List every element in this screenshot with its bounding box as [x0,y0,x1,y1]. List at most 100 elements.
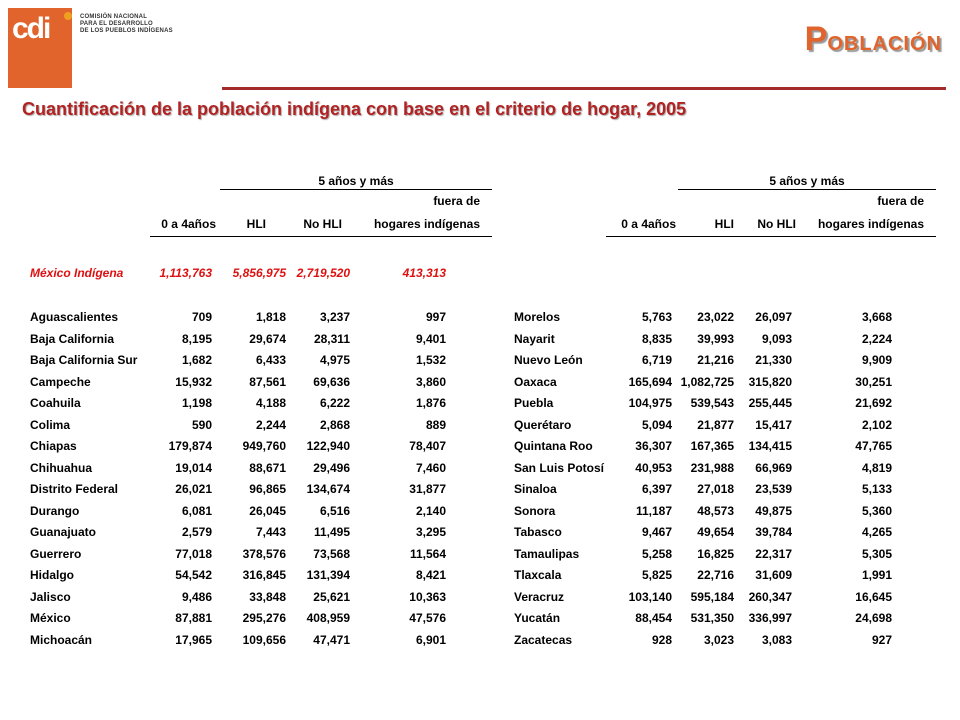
table-row: Guanajuato 2,579 7,443 11,495 3,295 [30,523,492,544]
row-name: México Indígena [30,266,124,280]
cell-col2: 531,350 [690,611,734,625]
cell-col4: 5,305 [861,546,892,561]
col4-header-line2: hogares indígenas [817,217,924,231]
logo-dot-icon [64,12,72,20]
cell-col3: 260,347 [748,589,792,604]
cell-col4: 24,698 [855,611,892,625]
cell-col1: 165,694 [628,374,672,389]
cell-col1: 6,719 [641,353,672,367]
col1-header: 0 a 4años [161,217,216,231]
row-name: Tamaulipas [514,546,580,561]
cell-col1: 5,825 [641,568,672,582]
row-name: Chihuahua [30,460,92,475]
cell-col2: 27,018 [697,482,734,496]
col4-header-line1: fuera de [433,194,480,208]
cell-col3: 408,959 [306,611,350,625]
cell-col4: 2,102 [861,417,892,432]
cdi-logo: cdi [8,8,72,88]
row-name: Yucatán [514,611,561,625]
group-header: 5 años y más [318,174,394,188]
row-name: Puebla [514,396,554,410]
cell-col2: 88,671 [249,460,286,475]
cell-col4: 413,313 [402,266,446,280]
cell-col4: 927 [871,632,892,647]
logo-text: cdi [12,12,51,45]
cell-col1: 1,198 [181,396,212,410]
cell-col4: 8,421 [415,568,446,582]
col2-header: HLI [246,217,266,231]
row-name: Nayarit [514,331,555,346]
row-name: Aguascalientes [30,310,119,324]
cell-col1: 9,486 [181,589,212,604]
header-divider [222,87,946,90]
table-row: Coahuila 1,198 4,188 6,222 1,876 [30,394,492,415]
org-line-1: COMISIÓN NACIONAL [80,14,148,20]
header-divider-bottom [150,236,492,237]
cell-col1: 17,965 [175,632,212,647]
cell-col3: 4,975 [319,353,350,367]
table-row: Aguascalientes 709 1,818 3,237 997 [30,308,492,329]
cell-col3: 15,417 [755,417,792,432]
col3-header: No HLI [757,217,796,231]
row-name: Jalisco [30,589,71,604]
cell-col2: 48,573 [697,503,734,518]
row-name: Guerrero [30,546,82,561]
table-row: Jalisco 9,486 33,848 25,621 10,363 [30,588,492,609]
table-row: Puebla 104,975 539,543 255,445 21,692 [514,394,936,415]
row-name: Guanajuato [30,525,97,539]
page-title: Cuantificación de la población indígena … [22,99,687,119]
cell-col4: 21,692 [855,396,892,410]
cell-col3: 122,940 [306,439,350,453]
cell-col2: 539,543 [690,396,734,410]
cell-col3: 29,496 [313,460,350,475]
cell-col1: 36,307 [635,439,672,453]
row-name: Baja California [30,331,115,346]
table-row: Morelos 5,763 23,022 26,097 3,668 [514,308,936,329]
cell-col1: 5,763 [641,310,672,324]
cell-col1: 1,682 [181,353,212,367]
cell-col2: 316,845 [242,568,286,582]
cell-col2: 595,184 [690,589,734,604]
row-name: Campeche [30,374,91,389]
cell-col3: 39,784 [755,525,792,539]
cell-col1: 709 [191,310,212,324]
table-row: Colima 590 2,244 2,868 889 [30,416,492,437]
cell-col2: 6,433 [255,353,286,367]
cell-col1: 77,018 [175,546,212,561]
table-row: Nayarit 8,835 39,993 9,093 2,224 [514,330,936,351]
cell-col1: 104,975 [628,396,672,410]
cell-col3: 11,495 [313,525,350,539]
table-row: Campeche 15,932 87,561 69,636 3,860 [30,373,492,394]
left-table-header: 5 años y más fuera de 0 a 4años HLI No H… [30,170,492,240]
cell-col3: 25,621 [313,589,350,604]
cell-col1: 19,014 [175,460,212,475]
cell-col1: 928 [651,632,672,647]
national-row: México Indígena 1,113,763 5,856,975 2,71… [30,264,492,285]
cell-col1: 11,187 [635,503,672,518]
table-row: Tamaulipas 5,258 16,825 22,317 5,305 [514,545,936,566]
org-line-3: DE LOS PUEBLOS INDÍGENAS [80,28,173,34]
right-table-header: 5 años y más fuera de 0 a 4años HLI No H… [514,170,936,240]
table-row: Tlaxcala 5,825 22,716 31,609 1,991 [514,566,936,587]
col4-header-line2: hogares indígenas [373,217,480,231]
table-row: Sinaloa 6,397 27,018 23,539 5,133 [514,480,936,501]
cell-col1: 88,454 [635,611,672,625]
cell-col3: 6,516 [319,503,350,518]
cell-col4: 16,645 [855,589,892,604]
cell-col3: 3,083 [761,632,792,647]
row-name: Oaxaca [514,374,557,389]
cell-col3: 315,820 [748,374,792,389]
row-name: Colima [30,417,71,432]
table-row: Sonora 11,187 48,573 49,875 5,360 [514,502,936,523]
cell-col3: 73,568 [313,546,350,561]
row-name: Querétaro [514,417,572,432]
row-name: Chiapas [30,439,77,453]
cell-col4: 9,401 [415,331,446,346]
row-name: Tabasco [514,525,562,539]
cell-col4: 10,363 [409,589,446,604]
cell-col3: 3,237 [319,310,350,324]
cell-col4: 6,901 [415,632,446,647]
table-row: Michoacán 17,965 109,656 47,471 6,901 [30,631,492,652]
cell-col2: 33,848 [249,589,286,604]
cell-col1: 590 [191,417,212,432]
